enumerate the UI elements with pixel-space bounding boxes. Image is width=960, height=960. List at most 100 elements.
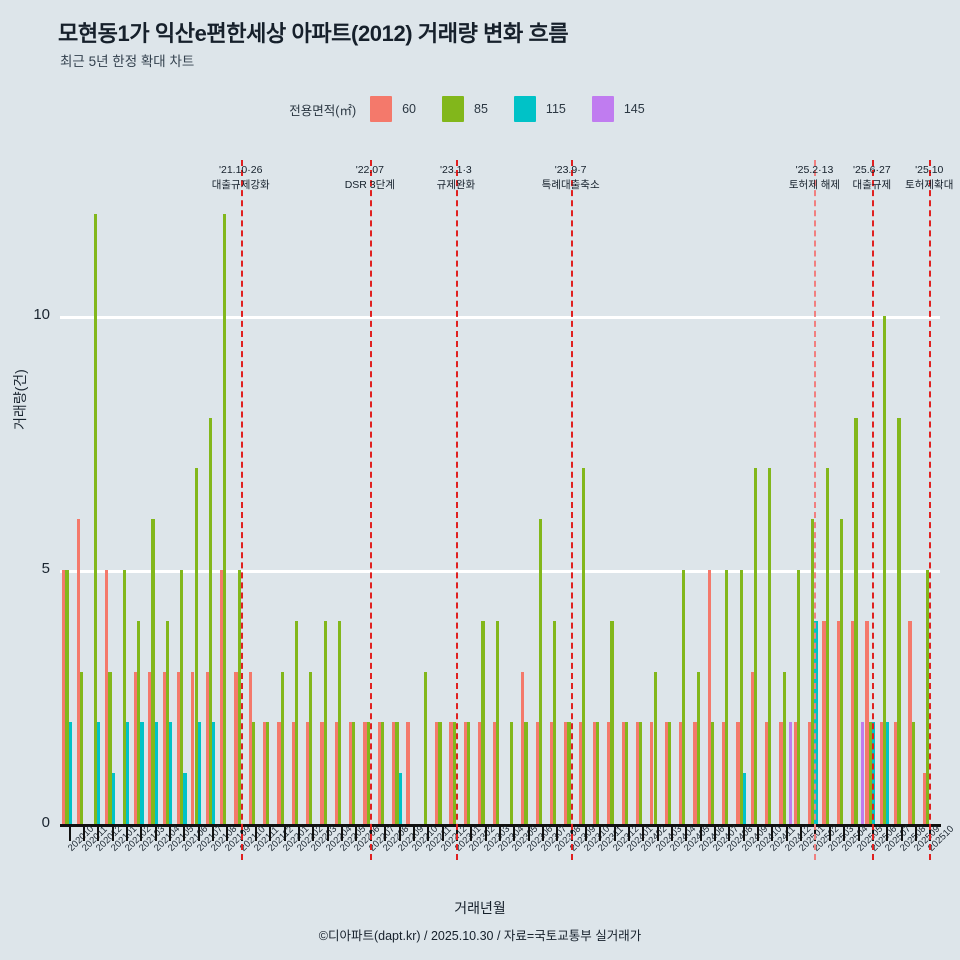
bar-202407-60[interactable] — [707, 570, 711, 824]
bar-202403-85[interactable] — [653, 671, 657, 824]
bar-202205-60[interactable] — [334, 722, 338, 824]
bar-202209-60[interactable] — [392, 722, 396, 824]
bar-202104-85[interactable] — [151, 519, 155, 824]
bar-202103-85[interactable] — [137, 620, 141, 824]
bar-202208-85[interactable] — [380, 722, 385, 824]
bar-202411-85[interactable] — [768, 468, 772, 824]
bar-202109-85[interactable] — [223, 214, 227, 824]
bar-202311-60[interactable] — [592, 722, 597, 824]
bar-202202-60[interactable] — [291, 722, 295, 824]
bar-202307-85[interactable] — [538, 519, 542, 824]
bar-202408-60[interactable] — [722, 722, 726, 824]
bar-202410-85[interactable] — [753, 468, 758, 824]
bar-202209-85[interactable] — [395, 722, 399, 824]
bar-202303-60[interactable] — [478, 722, 482, 824]
bar-202510-85[interactable] — [926, 570, 930, 824]
bar-202311-85[interactable] — [596, 722, 600, 824]
bar-202010-60[interactable] — [62, 570, 66, 824]
bar-202408-85[interactable] — [725, 570, 729, 824]
bar-202309-85[interactable] — [567, 722, 571, 824]
bar-202410-60[interactable] — [750, 671, 754, 824]
bar-202107-85[interactable] — [194, 468, 198, 824]
bar-202102-85[interactable] — [122, 570, 126, 824]
bar-202101-115[interactable] — [111, 773, 115, 824]
bar-202307-60[interactable] — [535, 722, 539, 824]
bar-202501-60[interactable] — [793, 722, 797, 824]
bar-202106-60[interactable] — [176, 671, 181, 824]
bar-202105-60[interactable] — [162, 671, 166, 824]
bar-202506-60[interactable] — [865, 620, 869, 824]
bar-202409-115[interactable] — [742, 773, 746, 824]
bar-202308-60[interactable] — [549, 722, 554, 824]
bar-202505-60[interactable] — [851, 620, 855, 824]
bar-202112-60[interactable] — [263, 722, 267, 824]
bar-202509-85[interactable] — [911, 722, 915, 824]
bar-202507-60[interactable] — [879, 722, 883, 824]
legend-item-85[interactable]: 85 — [442, 96, 510, 122]
bar-202101-85[interactable] — [108, 671, 112, 824]
bar-202111-85[interactable] — [251, 722, 256, 824]
bar-202308-85[interactable] — [553, 620, 557, 824]
bar-202203-60[interactable] — [306, 722, 310, 824]
bar-202412-145[interactable] — [789, 722, 793, 824]
bar-202403-60[interactable] — [650, 722, 654, 824]
bar-202012-85[interactable] — [94, 214, 98, 824]
bar-202010-115[interactable] — [68, 722, 72, 824]
bar-202102-115[interactable] — [125, 722, 130, 824]
bar-202205-85[interactable] — [337, 620, 342, 824]
legend-item-115[interactable]: 115 — [513, 96, 588, 122]
bar-202507-85[interactable] — [883, 316, 887, 824]
bar-202110-60[interactable] — [234, 671, 238, 824]
bar-202109-60[interactable] — [219, 570, 224, 824]
bar-202510-60[interactable] — [922, 773, 927, 824]
bar-202211-85[interactable] — [424, 671, 428, 824]
bar-202503-60[interactable] — [822, 620, 826, 824]
bar-202312-85[interactable] — [610, 620, 614, 824]
bar-202212-85[interactable] — [438, 722, 442, 824]
bar-202108-85[interactable] — [208, 417, 213, 824]
bar-202406-60[interactable] — [693, 722, 697, 824]
bar-202111-60[interactable] — [248, 671, 252, 824]
bar-202201-60[interactable] — [277, 722, 281, 824]
bar-202208-60[interactable] — [377, 722, 381, 824]
bar-202304-85[interactable] — [495, 620, 499, 824]
bar-202207-60[interactable] — [363, 722, 367, 824]
bar-202106-115[interactable] — [183, 773, 187, 824]
bar-202412-85[interactable] — [782, 671, 786, 824]
bar-202203-85[interactable] — [309, 671, 313, 824]
bar-202401-60[interactable] — [621, 722, 625, 824]
bar-202101-60[interactable] — [105, 570, 109, 824]
bar-202112-85[interactable] — [266, 722, 270, 824]
bar-202409-85[interactable] — [739, 570, 743, 824]
bar-202011-85[interactable] — [79, 671, 83, 824]
bar-202406-85[interactable] — [696, 671, 700, 824]
bar-202302-60[interactable] — [463, 722, 468, 824]
bar-202507-115[interactable] — [886, 722, 890, 824]
bar-202401-85[interactable] — [624, 722, 628, 824]
bar-202105-115[interactable] — [169, 722, 173, 824]
bar-202108-115[interactable] — [212, 722, 216, 824]
bar-202412-60[interactable] — [779, 722, 783, 824]
legend-item-60[interactable]: 60 — [370, 96, 438, 122]
bar-202301-85[interactable] — [452, 722, 456, 824]
bar-202404-85[interactable] — [667, 722, 672, 824]
bar-202502-60[interactable] — [808, 722, 812, 824]
bar-202310-60[interactable] — [578, 722, 582, 824]
bar-202202-85[interactable] — [294, 620, 299, 824]
bar-202503-85[interactable] — [825, 468, 829, 824]
bar-202210-60[interactable] — [406, 722, 410, 824]
bar-202402-60[interactable] — [635, 722, 640, 824]
bar-202309-60[interactable] — [564, 722, 568, 824]
bar-202405-85[interactable] — [682, 570, 686, 824]
bar-202402-85[interactable] — [639, 722, 643, 824]
bar-202206-85[interactable] — [352, 722, 356, 824]
bar-202010-85[interactable] — [65, 570, 69, 824]
bar-202504-60[interactable] — [836, 620, 840, 824]
bar-202103-60[interactable] — [133, 671, 138, 824]
bar-202012-115[interactable] — [97, 722, 101, 824]
bar-202310-85[interactable] — [581, 468, 585, 824]
bar-202107-60[interactable] — [191, 671, 195, 824]
bar-202505-145[interactable] — [860, 722, 864, 824]
bar-202405-60[interactable] — [678, 722, 683, 824]
bar-202505-85[interactable] — [854, 417, 858, 824]
